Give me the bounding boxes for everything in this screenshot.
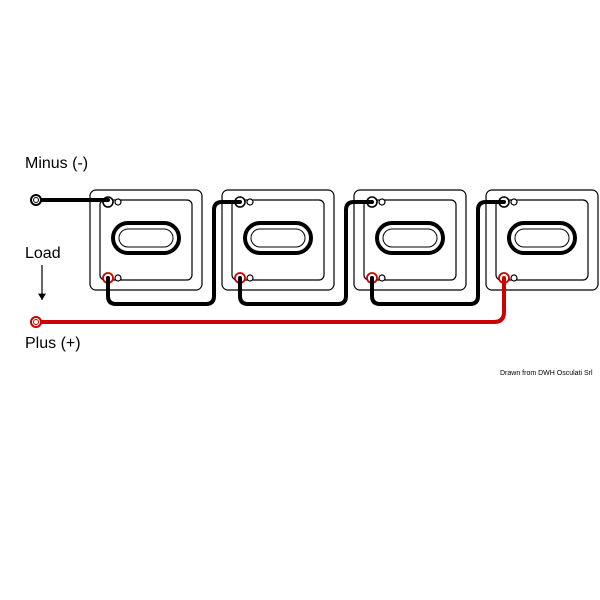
diagram-stage: Minus (-) Load Plus (+) Drawn from DWH O… [0, 0, 600, 600]
battery-3 [354, 190, 466, 290]
label-plus: Plus (+) [25, 335, 81, 353]
credit-text: Drawn from DWH Osculati Srl [500, 370, 593, 377]
label-minus: Minus (-) [25, 155, 88, 173]
battery-2 [222, 190, 334, 290]
battery-1 [90, 190, 202, 290]
label-load: Load [25, 245, 61, 263]
battery-4 [486, 190, 598, 290]
diagram-svg [0, 0, 600, 600]
